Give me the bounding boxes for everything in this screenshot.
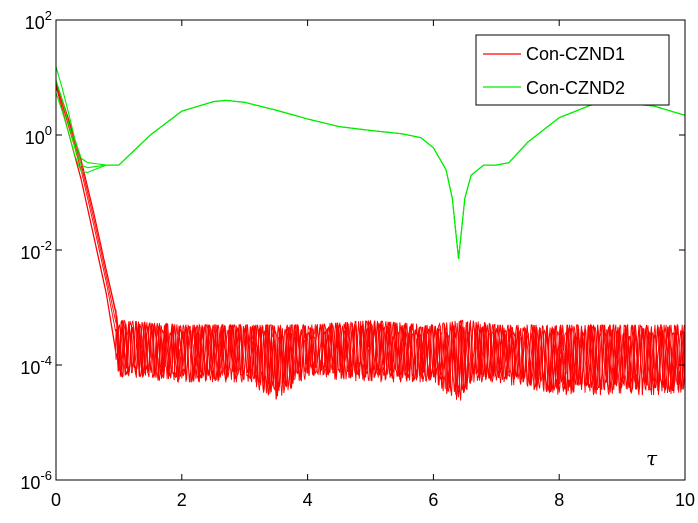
series-line-czdn1	[55, 85, 686, 401]
ticks-layer: 0 2 4 6 8 10 102 100 10-2 10-4 10-6	[20, 8, 695, 510]
legend-box	[475, 34, 670, 106]
legend-label-czdn2: Con-CZND2	[526, 78, 625, 98]
x-tick-label: 6	[428, 490, 438, 510]
x-tick-label: 4	[303, 490, 313, 510]
series-line-czdn2	[55, 66, 686, 259]
y-tick-label: 10-2	[20, 238, 52, 263]
x-tick-label: 2	[177, 490, 187, 510]
series-layer	[55, 66, 686, 401]
y-tick-label: 100	[25, 123, 52, 148]
y-tick-label: 10-4	[20, 353, 52, 378]
y-tick-label: 10-6	[20, 468, 52, 493]
x-axis-label: τ	[646, 446, 658, 470]
legend-label-czdn1: Con-CZND1	[526, 44, 625, 64]
y-tick-label: 102	[25, 8, 52, 33]
x-tick-label: 8	[554, 490, 564, 510]
legend: Con-CZND1 Con-CZND2	[475, 34, 670, 106]
x-tick-label: 0	[51, 490, 61, 510]
x-tick-label: 10	[675, 490, 695, 510]
